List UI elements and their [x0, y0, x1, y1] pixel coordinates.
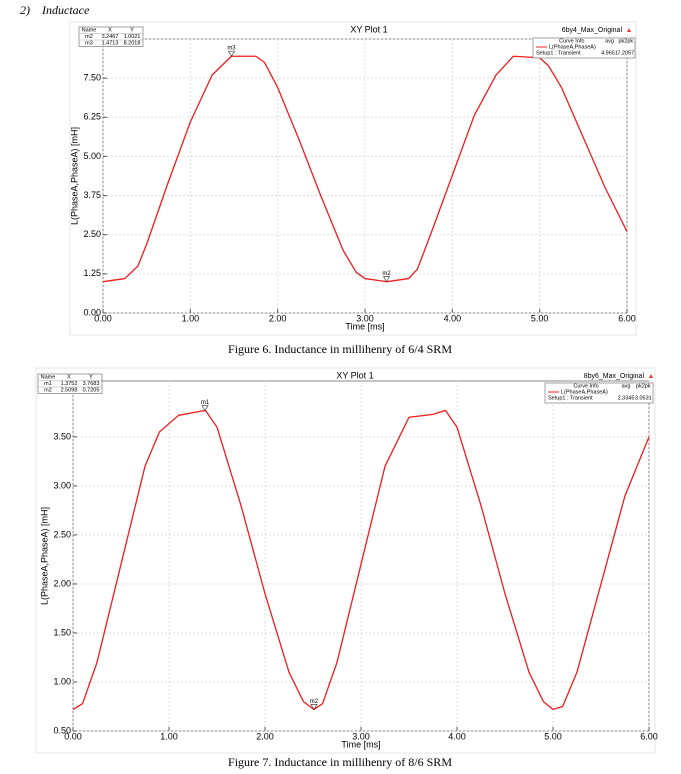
x-tick-label: 5.00	[531, 313, 549, 323]
y-tick-label: 1.00	[53, 676, 71, 686]
y-tick-label: 0.50	[53, 725, 71, 735]
y-tick-label: 2.50	[83, 229, 101, 239]
marker-y: 8.2018	[124, 41, 141, 47]
x-tick-label: 1.00	[182, 313, 200, 323]
y-tick-label: 0.00	[83, 307, 101, 317]
chart-title: XY Plot 1	[350, 24, 387, 34]
x-tick-label: 3.00	[352, 731, 370, 741]
x-tick-label: 4.00	[444, 313, 462, 323]
marker-name: m2	[85, 34, 93, 40]
x-tick-label: 6.00	[640, 731, 658, 741]
x-tick-label: 0.00	[94, 313, 112, 323]
y-tick-label: 1.50	[53, 627, 71, 637]
x-axis-label: Time [ms]	[345, 321, 384, 331]
marker-table-header: Name	[82, 28, 97, 34]
marker-label: m3	[227, 46, 236, 52]
x-tick-label: 2.00	[269, 313, 287, 323]
x-tick-label: 3.00	[356, 313, 374, 323]
y-tick-label: 3.75	[83, 190, 101, 200]
legend-entry: L(PhaseA,PhaseA)	[561, 389, 608, 395]
x-tick-label: 6.00	[618, 313, 636, 323]
marker	[227, 50, 236, 57]
curve-info-header: avg	[622, 383, 631, 389]
curve-info-setup: Setup1 : Transient	[548, 395, 593, 401]
x-tick-label: 5.00	[544, 731, 562, 741]
design-name: 6by4_Max_Original	[562, 27, 623, 34]
y-tick-label: 1.25	[83, 268, 101, 278]
marker-x: 1.4713	[102, 41, 119, 47]
legend-entry: L(PhaseA,PhaseA)	[549, 44, 596, 50]
marker-table-header: X	[67, 375, 71, 381]
marker-name: m2	[44, 388, 52, 394]
y-tick-label: 5.00	[83, 151, 101, 161]
marker	[382, 276, 391, 283]
marker-x: 3.2467	[102, 34, 119, 40]
marker-label: m1	[201, 400, 210, 406]
x-axis-label: Time [ms]	[341, 739, 380, 749]
marker-label: m2	[310, 699, 319, 705]
curve-info	[532, 37, 636, 59]
marker-x: 2.5098	[61, 388, 78, 394]
section-heading: 2) Inductace	[20, 3, 90, 17]
curve-info-header: pk2pk	[636, 383, 651, 389]
curve-info-header: avg	[605, 38, 614, 44]
x-tick-label: 1.00	[160, 731, 178, 741]
marker-table-header: X	[108, 28, 112, 34]
y-tick-label: 3.00	[53, 480, 71, 490]
curve-info-header: pk2pk	[618, 38, 633, 44]
curve-info-avg: 4.9651	[601, 50, 618, 56]
design-icon	[627, 28, 631, 32]
curve-info-pk2pk: 3.0531	[635, 395, 652, 401]
x-tick-label: 2.00	[256, 731, 274, 741]
marker-x: 1.3752	[61, 381, 78, 387]
curve-info-header: Curve Info	[573, 383, 598, 389]
y-axis-label: L(PhaseA,PhaseA) [mH]	[39, 507, 49, 605]
marker	[310, 704, 318, 711]
y-tick-label: 6.25	[83, 112, 101, 122]
marker-table-header: Name	[41, 375, 56, 381]
plot-area	[72, 380, 650, 732]
y-tick-label: 2.50	[53, 529, 71, 539]
marker-table-header: Y	[130, 28, 134, 34]
curve-info-avg: 2.3345	[618, 395, 635, 401]
design-icon	[649, 374, 653, 378]
curve-info-setup: Setup1 : Transient	[536, 50, 581, 56]
series-line	[102, 55, 628, 283]
series-line	[72, 409, 650, 711]
x-tick-label: 4.00	[448, 731, 466, 741]
curve-info-pk2pk: 7.2057	[617, 50, 634, 56]
marker-table	[37, 373, 103, 394]
curve-info	[544, 382, 654, 404]
figure-caption: Figure 7. Inductance in millihenry of 8/…	[228, 755, 452, 769]
marker-name: m1	[44, 381, 52, 387]
figure-caption: Figure 6. Inductance in millihenry of 6/…	[228, 342, 452, 356]
y-tick-label: 7.50	[83, 73, 101, 83]
marker-y: 1.0021	[124, 34, 141, 40]
y-tick-label: 2.00	[53, 578, 71, 588]
marker-name: m3	[85, 41, 93, 47]
chart-title: XY Plot 1	[336, 370, 373, 380]
marker-y: 0.7205	[83, 388, 100, 394]
marker-table-header: Y	[89, 375, 93, 381]
marker-table	[78, 26, 144, 47]
x-tick-label: 0.00	[64, 731, 82, 741]
curve-info-header: Curve Info	[559, 38, 584, 44]
y-axis-label: L(PhaseA,PhaseA) [mH]	[69, 127, 79, 225]
marker-label: m2	[382, 271, 391, 277]
design-name: 8by6_Max_Original	[584, 373, 645, 380]
marker-y: 3.7683	[83, 381, 100, 387]
y-tick-label: 3.50	[53, 431, 71, 441]
marker	[201, 405, 209, 412]
